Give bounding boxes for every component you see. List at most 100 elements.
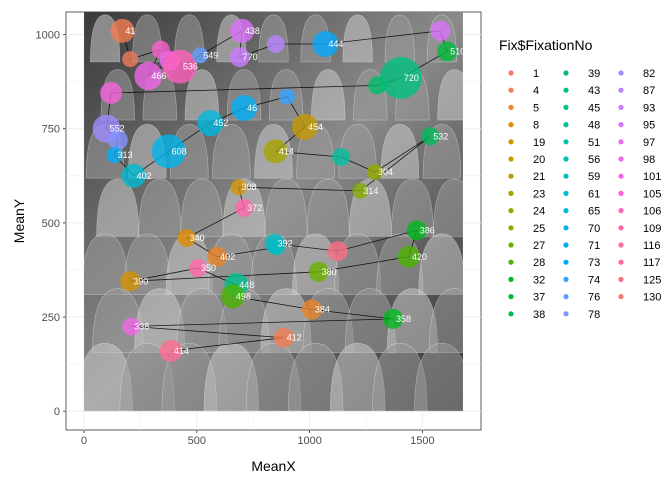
- legend-label: 117: [643, 257, 661, 269]
- fixation-label: 452: [213, 118, 228, 128]
- x-tick-label: 1500: [410, 435, 434, 447]
- fixation-point: [264, 233, 285, 254]
- legend-label: 28: [533, 257, 545, 269]
- legend-key: [508, 173, 514, 179]
- y-tick-label: 750: [42, 124, 60, 136]
- fixation-label: 384: [315, 304, 330, 314]
- fixation-label: 549: [203, 50, 218, 60]
- fixation-label: 304: [378, 167, 393, 177]
- legend-key: [618, 276, 624, 282]
- legend-label: 38: [533, 309, 545, 321]
- x-tick-label: 0: [81, 435, 87, 447]
- legend-key: [618, 173, 624, 179]
- legend-label: 37: [533, 292, 545, 304]
- x-axis-label: MeanX: [251, 458, 296, 474]
- fixation-label: 402: [137, 171, 152, 181]
- legend-label: 65: [588, 206, 600, 218]
- legend-label: 5: [533, 102, 539, 114]
- fixation-label: 358: [396, 314, 411, 324]
- fixation-point: [162, 49, 197, 84]
- legend: Fix$FixationNo 1458192021232425272832373…: [499, 37, 661, 321]
- fixation-point: [230, 179, 247, 196]
- legend-key: [563, 190, 569, 196]
- legend-key: [563, 173, 569, 179]
- legend-label: 95: [643, 120, 655, 132]
- fixation-point: [379, 56, 422, 99]
- fixation-label: 414: [279, 146, 294, 156]
- legend-key: [618, 156, 624, 162]
- y-tick-label: 250: [42, 312, 60, 324]
- fixation-label: 444: [328, 39, 343, 49]
- legend-key: [508, 139, 514, 145]
- legend-key: [508, 294, 514, 300]
- fixation-label: 392: [278, 239, 293, 249]
- fixation-label: 41: [125, 26, 135, 36]
- legend-key: [563, 208, 569, 214]
- legend-label: 93: [643, 102, 655, 114]
- legend-label: 59: [588, 171, 600, 183]
- y-tick-label: 1000: [36, 30, 60, 42]
- fixation-label: 466: [151, 71, 166, 81]
- legend-title: Fix$FixationNo: [499, 37, 593, 53]
- legend-key: [508, 190, 514, 196]
- fixation-point: [301, 299, 322, 320]
- legend-label: 51: [588, 137, 600, 149]
- legend-label: 76: [588, 292, 600, 304]
- y-axis-label: MeanY: [11, 198, 27, 243]
- fixation-label: 386: [420, 225, 435, 235]
- fixation-point: [397, 245, 420, 268]
- legend-key: [618, 87, 624, 93]
- fixation-points: [92, 18, 458, 362]
- legend-label: 74: [588, 274, 600, 286]
- legend-key: [508, 104, 514, 110]
- fixation-label: 608: [172, 146, 187, 156]
- y-tick-label: 0: [54, 406, 60, 418]
- legend-label: 23: [533, 188, 545, 200]
- fixation-label: 340: [190, 233, 205, 243]
- fixation-point: [220, 284, 245, 309]
- legend-key: [508, 225, 514, 231]
- legend-key: [618, 190, 624, 196]
- legend-label: 106: [643, 206, 661, 218]
- fixation-point: [122, 317, 141, 336]
- legend-label: 105: [643, 188, 661, 200]
- fixation-label: 314: [363, 186, 378, 196]
- fixation-point: [279, 88, 296, 105]
- fixation-label: 308: [242, 182, 257, 192]
- legend-label: 87: [643, 85, 655, 97]
- legend-label: 43: [588, 85, 600, 97]
- legend-label: 45: [588, 102, 600, 114]
- legend-key: [508, 122, 514, 128]
- fixation-label: 372: [247, 203, 262, 213]
- fixation-point: [266, 35, 285, 54]
- legend-label: 19: [533, 137, 545, 149]
- fixation-labels: 41 466 536 549 438 770 444 510 720 552 313 402 608 45…: [110, 26, 466, 356]
- legend-label: 71: [588, 240, 600, 252]
- fixation-label: 420: [412, 252, 427, 262]
- fixation-label: 46: [247, 103, 257, 113]
- legend-label: 20: [533, 154, 545, 166]
- fixation-label: 510: [450, 47, 465, 57]
- legend-label: 48: [588, 120, 600, 132]
- legend-key: [618, 122, 624, 128]
- fixation-point: [332, 147, 351, 166]
- legend-label: 97: [643, 137, 655, 149]
- legend-label: 82: [643, 68, 655, 80]
- fixation-point: [437, 41, 458, 62]
- legend-label: 78: [588, 309, 600, 321]
- fixation-point: [207, 246, 228, 267]
- fixation-point: [159, 339, 182, 362]
- fixation-point: [122, 51, 139, 68]
- legend-label: 125: [643, 274, 661, 286]
- fixation-label: 338: [134, 321, 149, 331]
- legend-label: 27: [533, 240, 545, 252]
- legend-label: 130: [643, 292, 661, 304]
- legend-key: [508, 259, 514, 265]
- legend-label: 4: [533, 85, 539, 97]
- fixation-point: [383, 308, 404, 329]
- legend-key: [618, 294, 624, 300]
- legend-key: [618, 104, 624, 110]
- legend-key: [618, 225, 624, 231]
- fixation-point: [235, 198, 254, 217]
- fixation-label: 552: [110, 124, 125, 134]
